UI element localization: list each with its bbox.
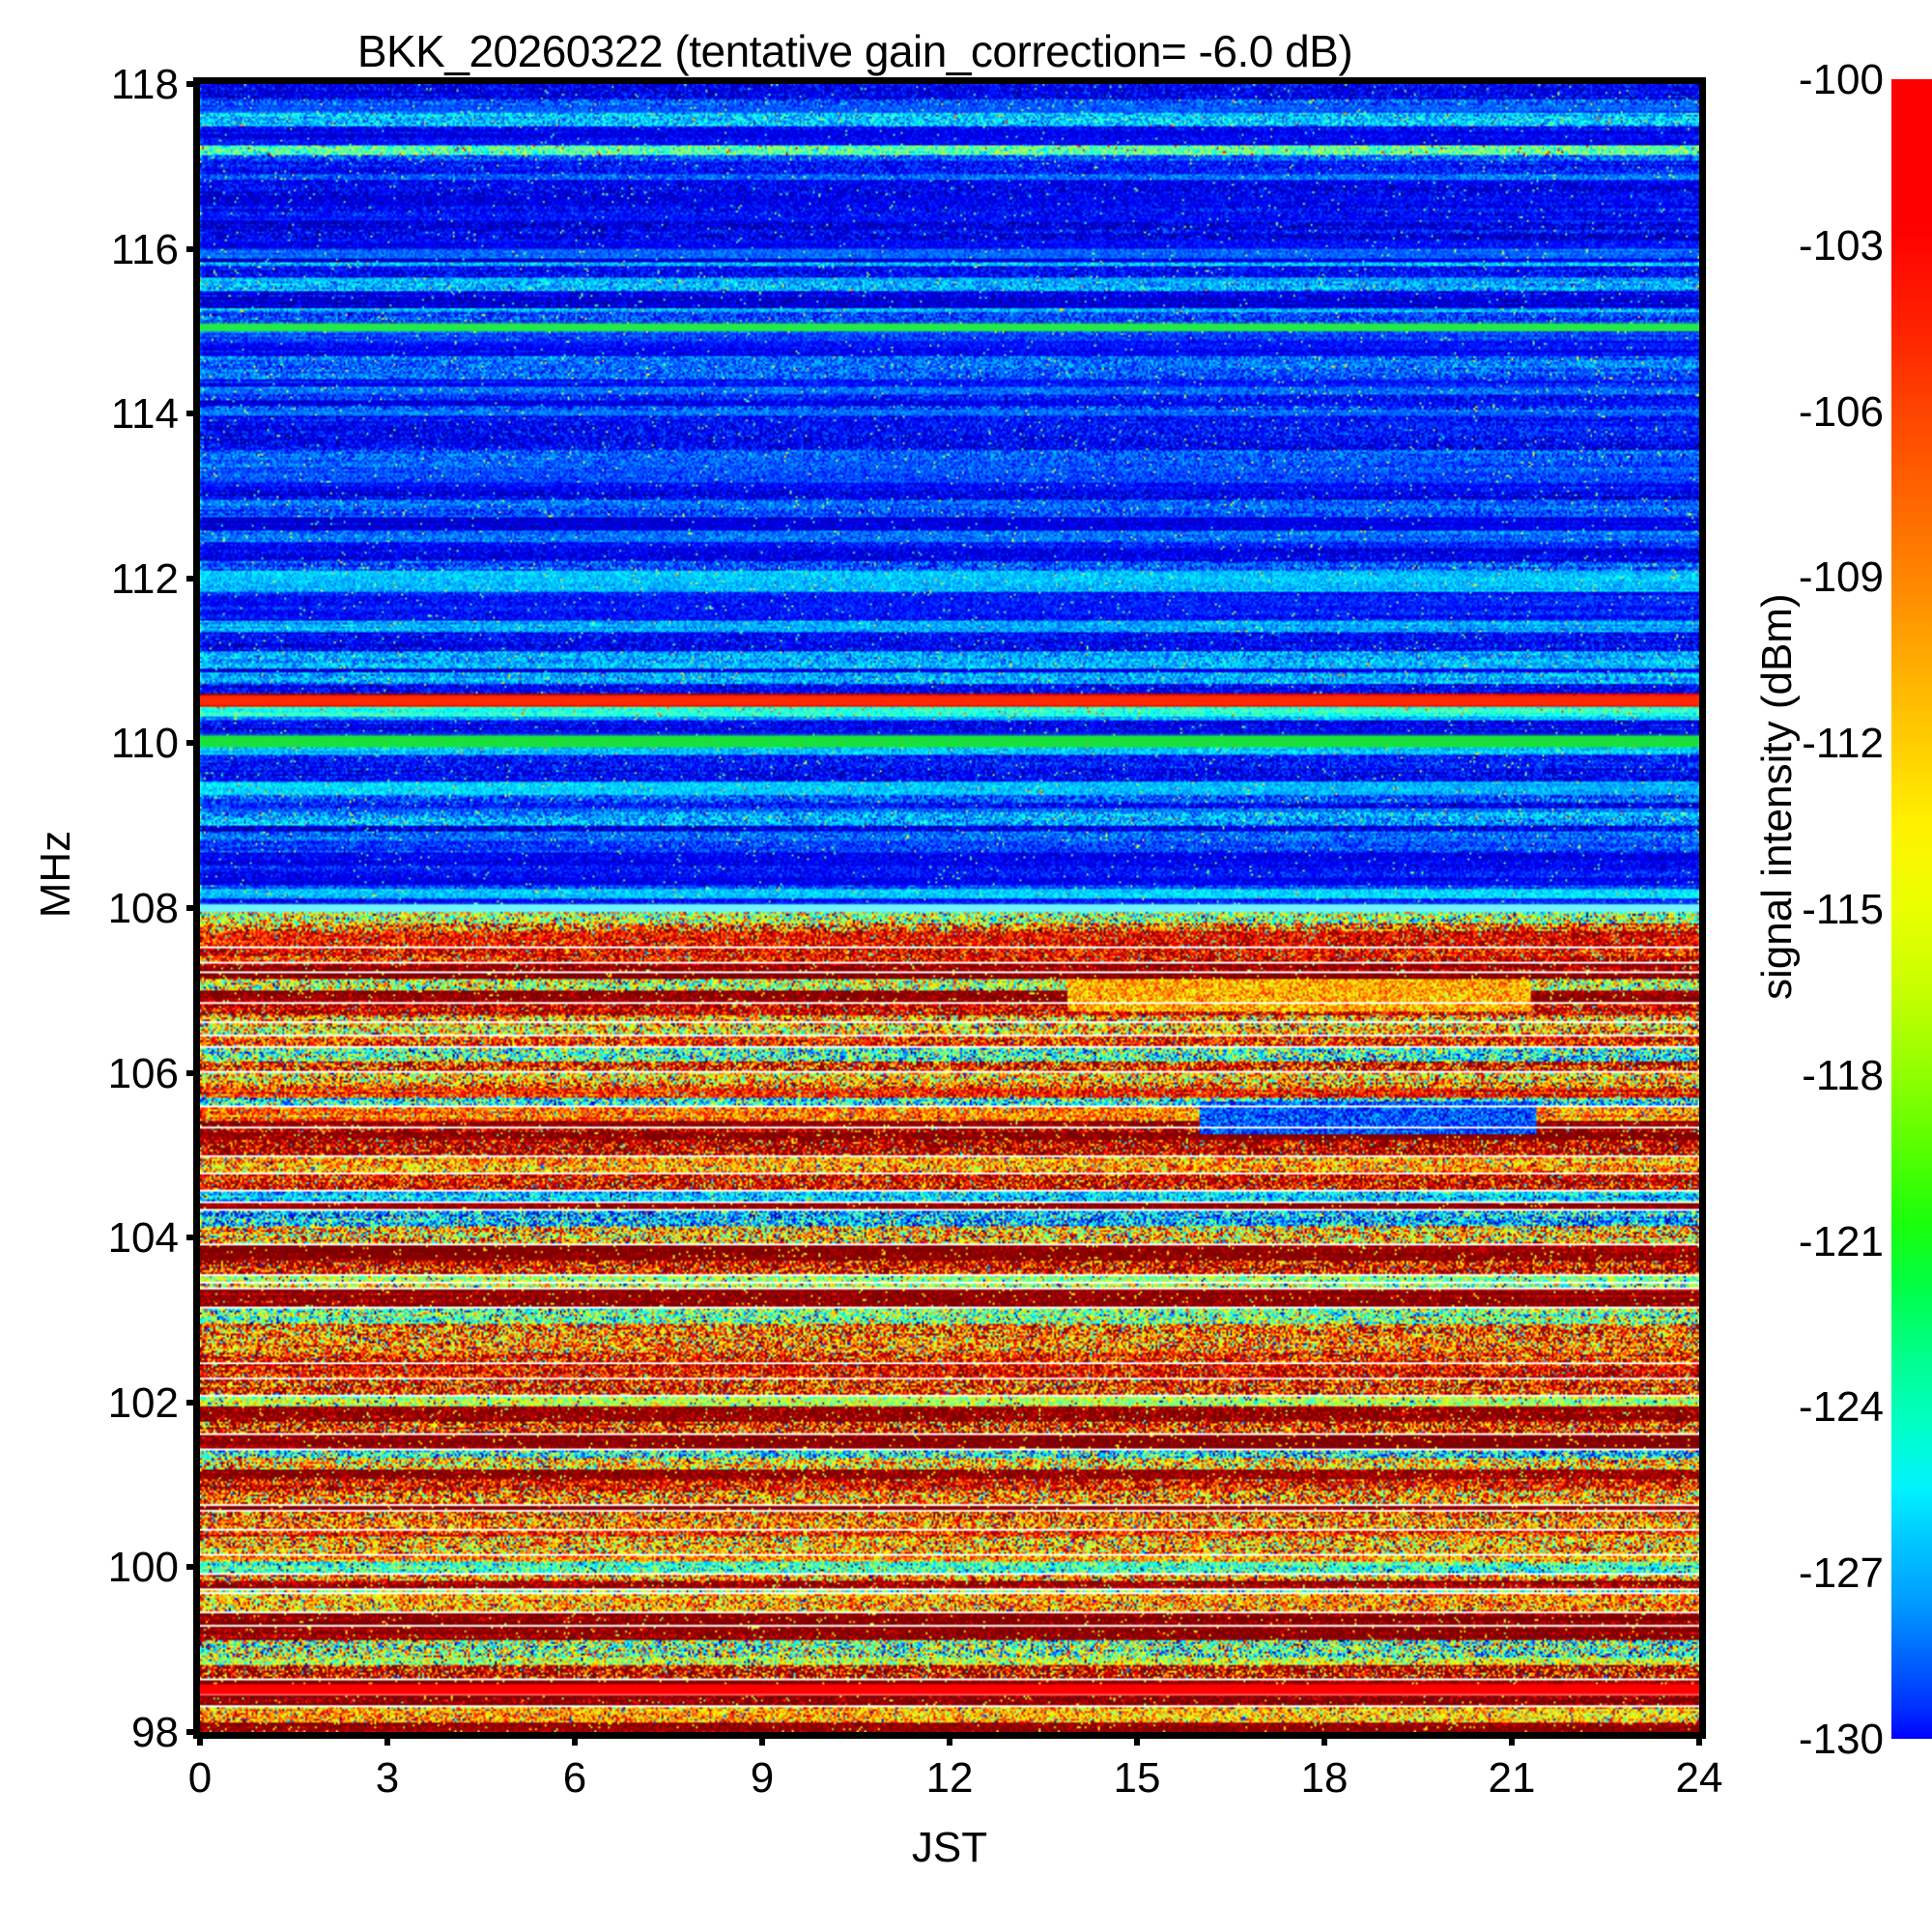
y-tick-label: 102	[107, 1378, 179, 1427]
y-tick-label: 106	[107, 1049, 179, 1097]
colorbar-tick-label: -121	[1798, 1217, 1884, 1265]
x-tick-mark	[1134, 1732, 1140, 1746]
y-tick-mark	[186, 81, 200, 87]
x-tick-label: 3	[375, 1754, 400, 1802]
spectrogram-canvas	[200, 84, 1699, 1732]
y-tick-mark	[186, 1564, 200, 1571]
x-tick-mark	[1509, 1732, 1515, 1746]
colorbar-tick-label: -100	[1798, 56, 1884, 103]
x-tick-label: 15	[1113, 1754, 1161, 1802]
y-tick-mark	[186, 245, 200, 252]
y-tick-mark	[186, 411, 200, 417]
y-tick-mark	[186, 1729, 200, 1735]
x-tick-label: 6	[562, 1754, 587, 1802]
x-tick-mark	[572, 1732, 578, 1746]
x-tick-mark	[759, 1732, 765, 1746]
y-tick-label: 104	[107, 1214, 179, 1263]
x-tick-mark	[1321, 1732, 1327, 1746]
x-tick-label: 12	[925, 1754, 974, 1802]
colorbar-tick-label: -106	[1798, 387, 1884, 436]
colorbar-tick-label: -130	[1798, 1716, 1884, 1763]
y-tick-mark	[186, 1399, 200, 1406]
x-tick-mark	[1696, 1732, 1702, 1746]
colorbar-tick-label: -103	[1798, 221, 1884, 270]
colorbar-tick-label: -112	[1802, 720, 1884, 768]
x-tick-label: 0	[187, 1754, 213, 1802]
y-tick-label: 98	[131, 1709, 179, 1756]
x-tick-mark	[947, 1732, 952, 1746]
y-tick-label: 112	[110, 554, 179, 603]
colorbar-tick-label: -115	[1802, 886, 1884, 933]
y-tick-label: 118	[110, 61, 179, 108]
y-axis-label: MHz	[32, 830, 79, 919]
y-tick-mark	[186, 740, 200, 747]
colorbar-tick-label: -124	[1798, 1383, 1884, 1432]
y-tick-label: 116	[110, 225, 179, 273]
y-tick-label: 110	[110, 720, 179, 768]
colorbar-tick-label: -127	[1798, 1549, 1884, 1598]
y-tick-label: 108	[107, 885, 179, 932]
x-tick-label: 24	[1675, 1754, 1723, 1802]
y-tick-mark	[186, 905, 200, 911]
colorbar-tick-label: -118	[1802, 1051, 1884, 1099]
y-tick-mark	[186, 1069, 200, 1076]
colorbar[interactable]	[1891, 79, 1932, 1739]
x-tick-label: 18	[1300, 1754, 1349, 1802]
heatmap-plot-area[interactable]	[193, 77, 1706, 1739]
x-tick-mark	[197, 1732, 203, 1746]
y-tick-label: 100	[107, 1544, 179, 1592]
x-tick-label: 9	[750, 1754, 775, 1802]
y-tick-label: 114	[110, 390, 179, 439]
y-tick-mark	[186, 575, 200, 582]
x-axis-label: JST	[911, 1824, 988, 1871]
x-tick-mark	[384, 1732, 390, 1746]
colorbar-tick-label: -109	[1798, 554, 1884, 602]
y-tick-mark	[186, 1235, 200, 1241]
chart-title: BKK_20260322 (tentative gain_correction=…	[356, 26, 1353, 76]
x-tick-label: 21	[1488, 1754, 1536, 1802]
